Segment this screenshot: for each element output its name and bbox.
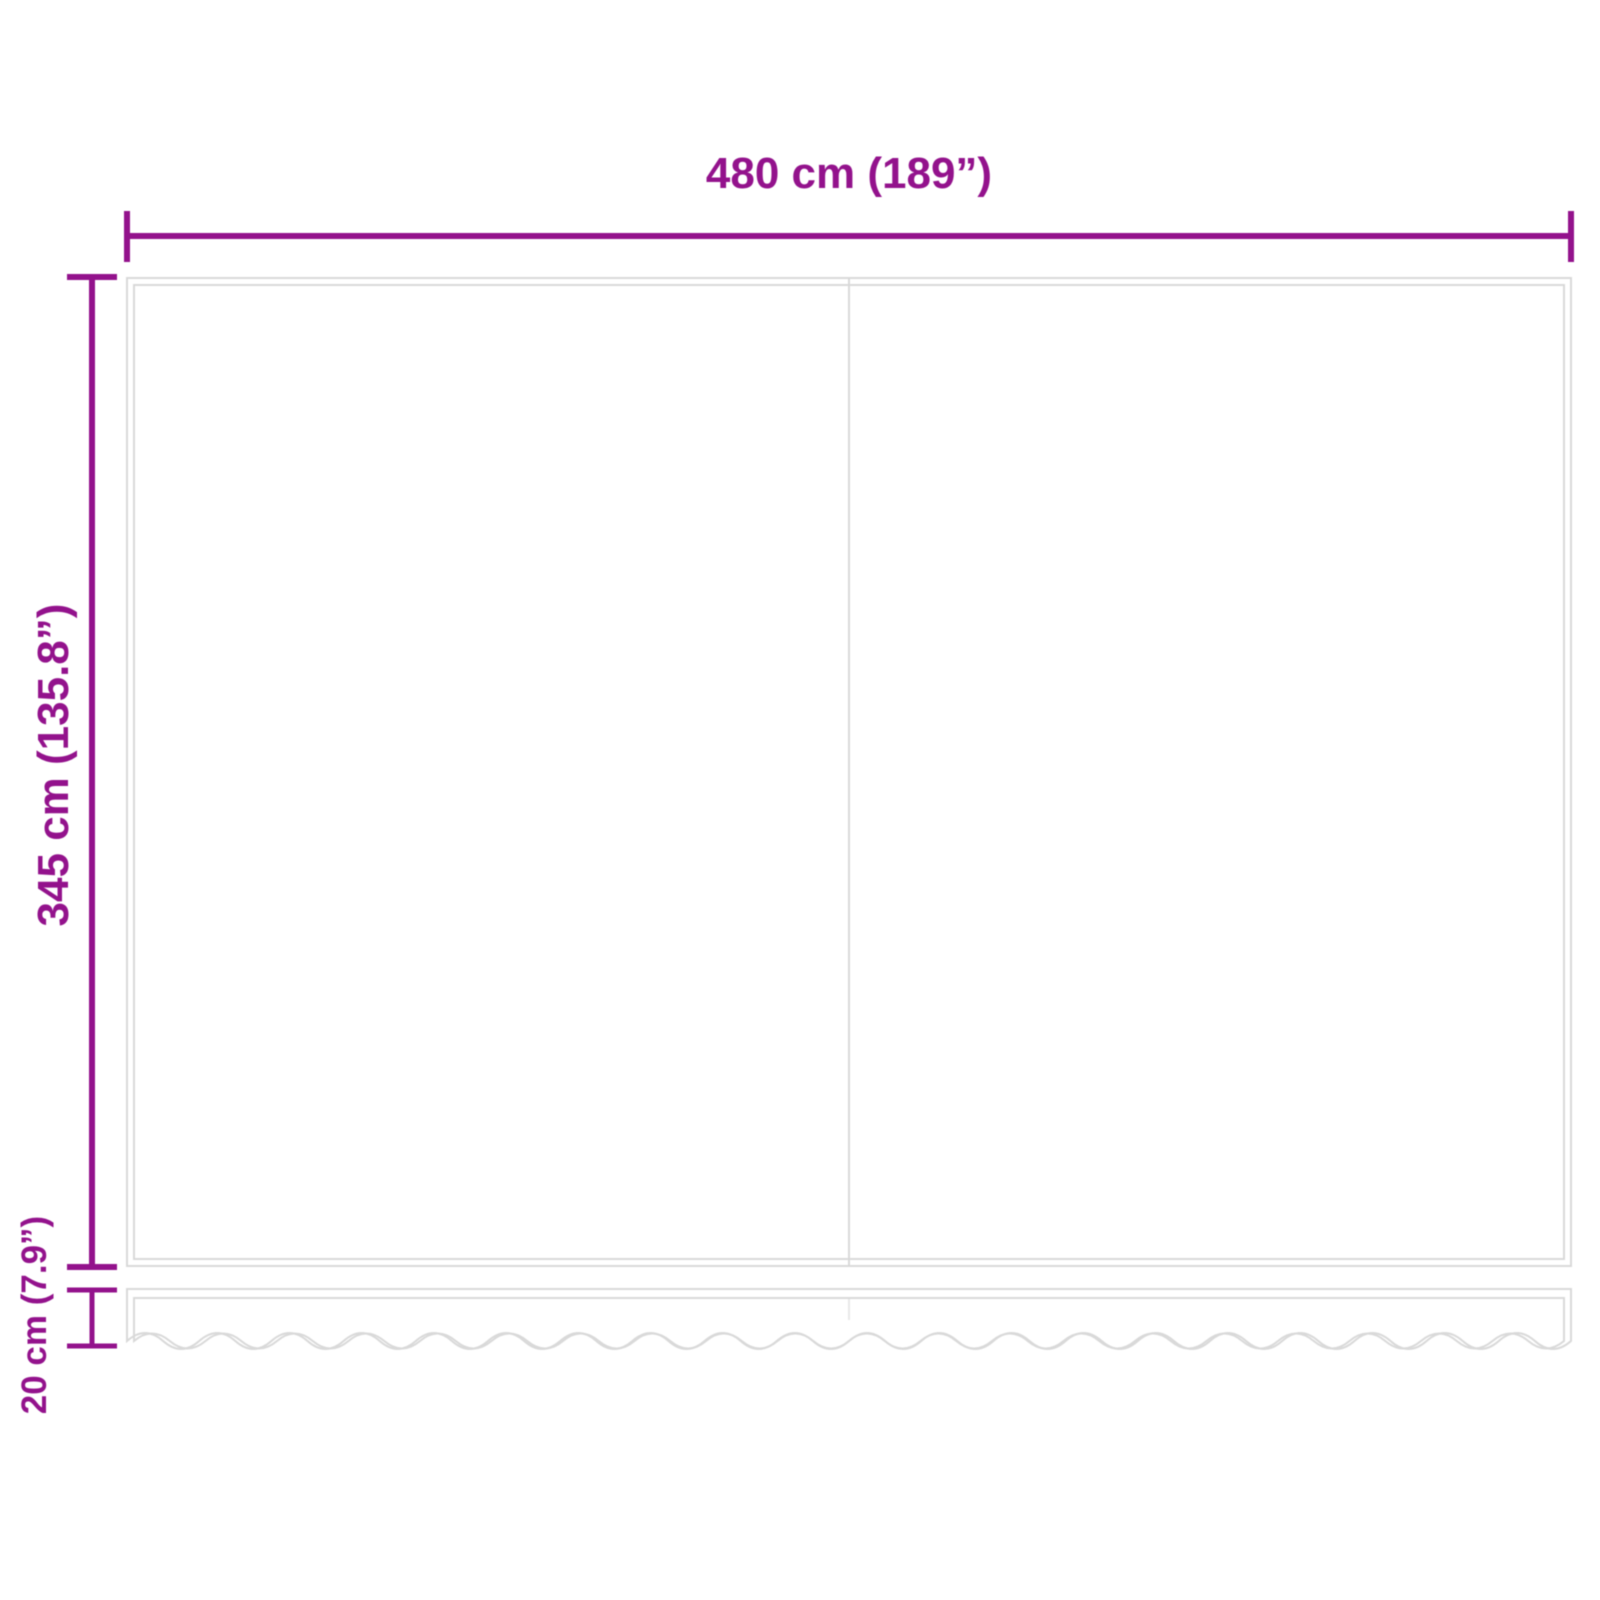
svg-text:345 cm (135.8”): 345 cm (135.8”) (29, 604, 78, 927)
svg-text:480 cm (189”): 480 cm (189”) (706, 149, 992, 198)
svg-text:20 cm (7.9”): 20 cm (7.9”) (15, 1216, 54, 1414)
